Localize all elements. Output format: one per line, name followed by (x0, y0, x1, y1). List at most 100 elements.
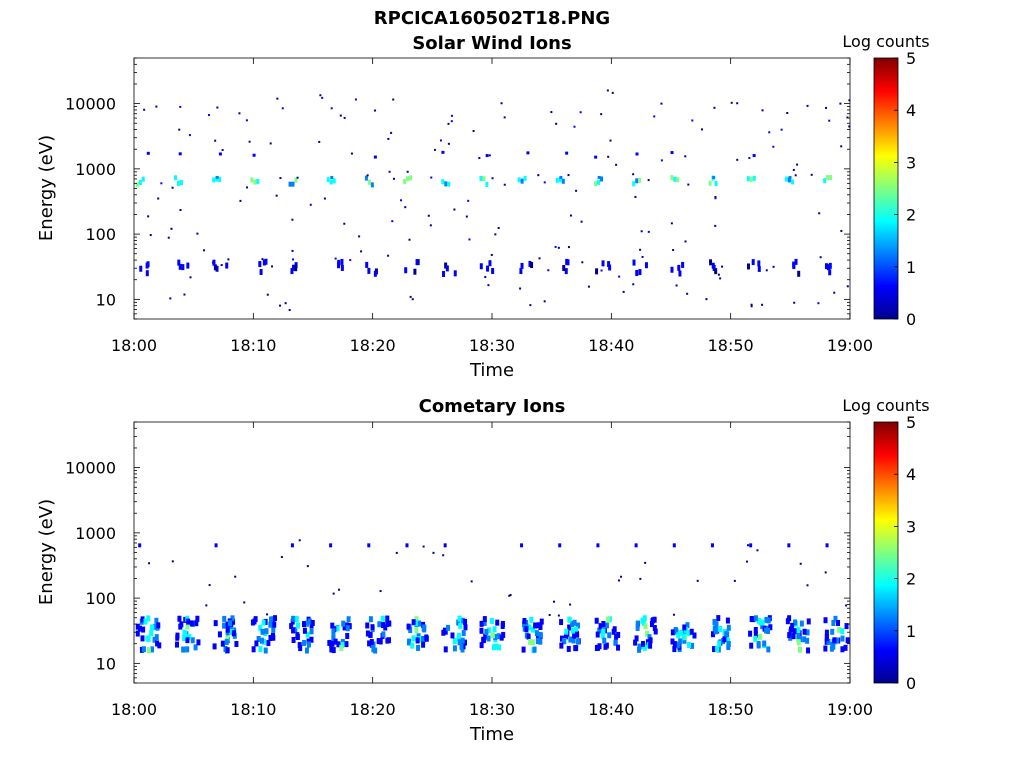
spectrogram-cell (183, 631, 188, 638)
spectrogram-cell (522, 618, 527, 625)
spectrogram-cell (489, 617, 494, 624)
spectrogram-cell (146, 647, 151, 654)
spectrogram-cell (622, 290, 625, 293)
spectrogram-cell (360, 250, 363, 253)
spectrogram-cell (482, 616, 487, 623)
spectrogram-cell (367, 640, 372, 647)
spectrogram-cell (635, 178, 639, 184)
spectrogram-cell (714, 621, 719, 628)
spectrogram-cell (212, 259, 216, 266)
spectrogram-cell (684, 155, 687, 158)
spectrogram-cell (531, 626, 536, 633)
spectrogram-cell (173, 175, 177, 181)
colorbar-tick-label: 2 (906, 206, 916, 225)
spectrogram-cell (482, 619, 487, 626)
spectrogram-cell (288, 309, 291, 312)
spectrogram-cell (185, 646, 190, 653)
spectrogram-cell (834, 637, 839, 644)
spectrogram-cell (509, 594, 512, 597)
spectrogram-cell (677, 264, 681, 271)
spectrogram-cell (376, 638, 381, 645)
spectrogram-cell (186, 262, 190, 269)
spectrogram-cell (409, 175, 413, 181)
spectrogram-cell (597, 179, 601, 185)
spectrogram-cell (178, 152, 182, 156)
spectrogram-cell (746, 176, 750, 182)
colorbar-tick-label: 5 (906, 49, 916, 68)
spectrogram-cell (573, 125, 576, 128)
spectrogram-cell (832, 637, 837, 644)
spectrogram-cell (539, 618, 544, 625)
spectrogram-cell (264, 628, 269, 635)
spectrogram-cell (652, 616, 657, 623)
spectrogram-cell (330, 622, 335, 629)
spectrogram-cell (660, 102, 663, 105)
spectrogram-cell (479, 627, 484, 634)
spectrogram-cell (748, 157, 751, 160)
spectrogram-cell (553, 600, 556, 603)
spectrogram-cell (291, 181, 295, 187)
y-tick-label: 10 (96, 290, 116, 309)
spectrogram-cell (501, 631, 506, 638)
spectrogram-cell (528, 638, 533, 645)
spectrogram-cell (670, 175, 674, 181)
colorbar-tick-label: 0 (906, 310, 916, 329)
spectrogram-cell (757, 265, 761, 272)
spectrogram-cell (641, 255, 644, 258)
spectrogram-cell (840, 145, 843, 148)
spectrogram-cell (442, 270, 446, 277)
spectrogram-cell (726, 624, 731, 631)
spectrogram-cell (736, 102, 739, 105)
spectrogram-cell (220, 640, 225, 647)
spectrogram-cell (433, 148, 436, 151)
spectrogram-cell (805, 629, 810, 636)
spectrogram-cell (178, 263, 182, 270)
spectrogram-cell (762, 640, 767, 647)
spectrogram-cell (632, 259, 636, 266)
spectrogram-cell (264, 258, 268, 265)
spectrogram-cell (340, 264, 344, 271)
spectrogram-cell (796, 633, 801, 640)
spectrogram-cell (606, 89, 609, 92)
spectrogram-cell (175, 634, 180, 641)
spectrogram-cell (135, 623, 140, 630)
spectrogram-cell (753, 635, 758, 642)
spectrogram-cell (485, 182, 489, 188)
spectrogram-cell (404, 206, 407, 209)
spectrogram-cell (670, 222, 673, 225)
spectrogram-cell (548, 613, 551, 616)
spectrogram-cell (290, 268, 294, 275)
spectrogram-cell (733, 579, 736, 582)
spectrogram-cell (681, 633, 686, 640)
spectrogram-cell (439, 139, 442, 142)
y-tick-label: 10000 (65, 459, 116, 478)
spectrogram-cell (251, 646, 256, 653)
spectrogram-cell (391, 220, 394, 223)
spectrogram-cell (637, 646, 642, 653)
spectrogram-cell (726, 637, 731, 644)
spectrogram-cell (833, 615, 838, 622)
spectrogram-cell (196, 639, 201, 646)
spectrogram-cell (641, 640, 646, 647)
spectrogram-cell (492, 626, 497, 633)
spectrogram-cell (611, 91, 614, 94)
spectrogram-cell (424, 634, 429, 641)
spectrogram-cell (254, 640, 259, 647)
spectrogram-cell (218, 176, 222, 182)
spectrogram-cell (258, 646, 263, 653)
spectrogram-cell (234, 640, 239, 647)
spectrogram-cell (660, 159, 663, 162)
spectrogram-cell (576, 622, 581, 629)
spectrogram-cell (387, 254, 390, 257)
spectrogram-cell (570, 621, 575, 628)
spectrogram-cell (574, 645, 579, 652)
spectrogram-cell (532, 646, 537, 653)
spectrogram-cell (785, 618, 790, 625)
spectrogram-cell (427, 214, 430, 217)
spectrogram-cell (379, 590, 382, 593)
spectrogram-cell (205, 604, 208, 607)
spectrogram-cell (387, 137, 390, 140)
spectrogram-cell (533, 622, 538, 629)
y-tick-label: 10 (96, 654, 116, 673)
